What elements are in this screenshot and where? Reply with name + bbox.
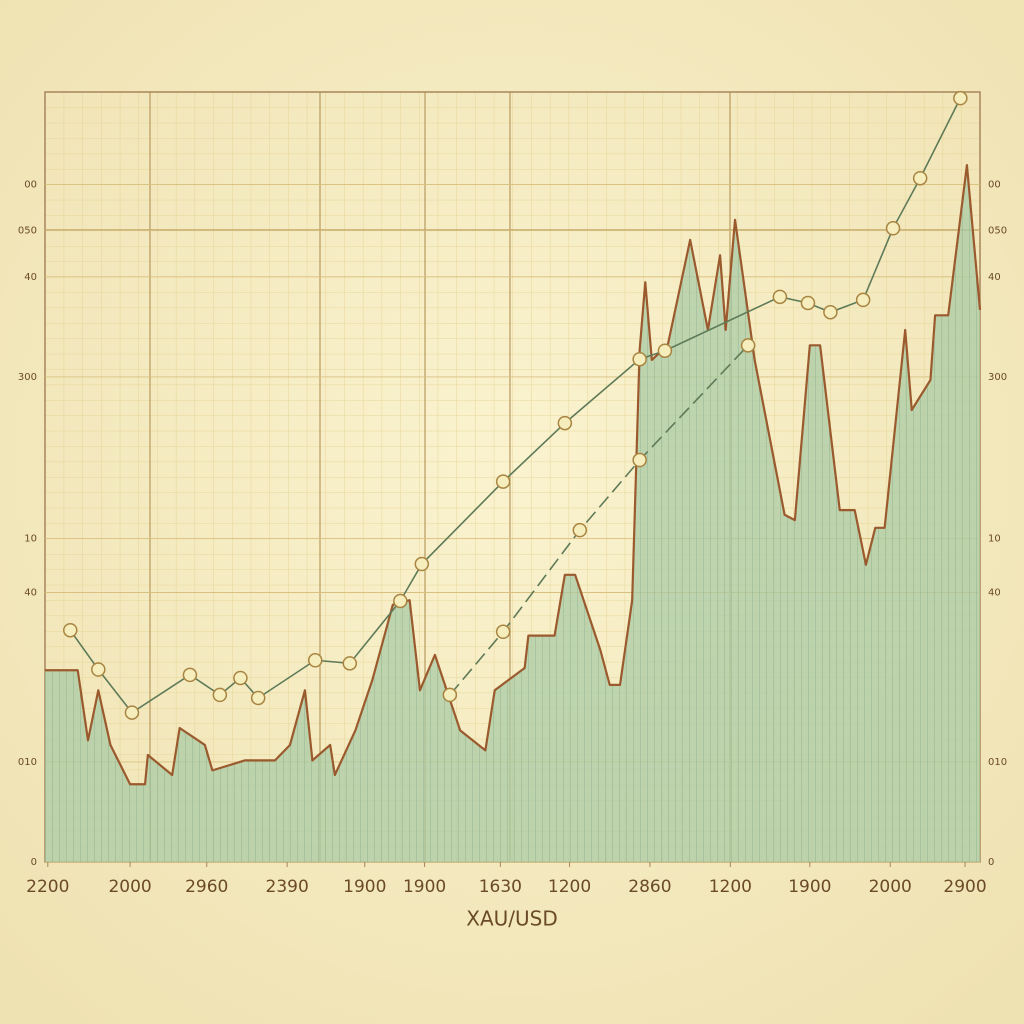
x-tick-label: 2200 <box>26 877 69 897</box>
marker <box>62 622 78 638</box>
x-tick-label: 2900 <box>943 877 986 897</box>
marker <box>772 289 788 305</box>
x-tick-label: 1630 <box>479 877 522 897</box>
marker <box>233 670 248 686</box>
marker <box>657 343 673 358</box>
y-tick-label: 0 <box>31 857 37 868</box>
y-tick-label: 00 <box>24 179 37 190</box>
marker <box>885 221 901 236</box>
y-tick-label: 050 <box>18 226 37 237</box>
y-tick-label: 40 <box>24 588 37 599</box>
area-outline <box>45 164 982 786</box>
y-tick-label-right: 10 <box>988 534 1001 545</box>
marker <box>855 292 871 308</box>
marker <box>572 522 588 538</box>
x-tick-label: 1200 <box>548 877 591 897</box>
x-tick-label: 2390 <box>266 877 309 897</box>
marker <box>912 170 928 186</box>
x-tick-label: 1900 <box>343 877 386 897</box>
marker <box>124 705 140 720</box>
y-tick-label-right: 40 <box>988 272 1001 283</box>
marker <box>557 415 573 431</box>
marker <box>953 90 968 106</box>
x-tick-label: 2960 <box>185 877 228 897</box>
y-tick-label: 10 <box>24 534 37 545</box>
y-tick-label-right: 010 <box>988 757 1007 768</box>
marker <box>632 452 647 468</box>
marker <box>740 338 756 353</box>
marker <box>823 304 838 320</box>
marker <box>91 662 106 677</box>
marker <box>393 593 408 609</box>
marker <box>495 474 511 489</box>
marker <box>442 687 458 703</box>
marker <box>250 690 266 706</box>
marker <box>800 295 816 311</box>
x-tick-label: 1200 <box>709 877 752 897</box>
x-tick-label: 2860 <box>628 877 671 897</box>
marker <box>182 667 198 683</box>
marks <box>45 90 982 863</box>
marker <box>495 624 511 640</box>
marker <box>632 351 647 367</box>
x-tick-label: 2000 <box>869 877 912 897</box>
line <box>69 97 962 714</box>
y-tick-label-right: 300 <box>988 372 1007 383</box>
x-axis-label: XAU/USD <box>466 907 558 931</box>
y-tick-label: 300 <box>18 372 37 383</box>
y-tick-label-right: 0 <box>988 857 994 868</box>
x-tick-label: 2000 <box>108 877 151 897</box>
x-tick-label: 1900 <box>788 877 831 897</box>
x-tick-label: 1900 <box>403 877 446 897</box>
y-tick-label: 40 <box>24 272 37 283</box>
y-tick-label-right: 40 <box>988 588 1001 599</box>
marker <box>307 653 323 668</box>
marker <box>342 656 358 671</box>
marker <box>212 687 228 703</box>
marker <box>414 556 430 572</box>
y-tick-label: 010 <box>18 757 37 768</box>
y-tick-label-right: 050 <box>988 226 1007 237</box>
y-tick-label-right: 00 <box>988 179 1001 190</box>
